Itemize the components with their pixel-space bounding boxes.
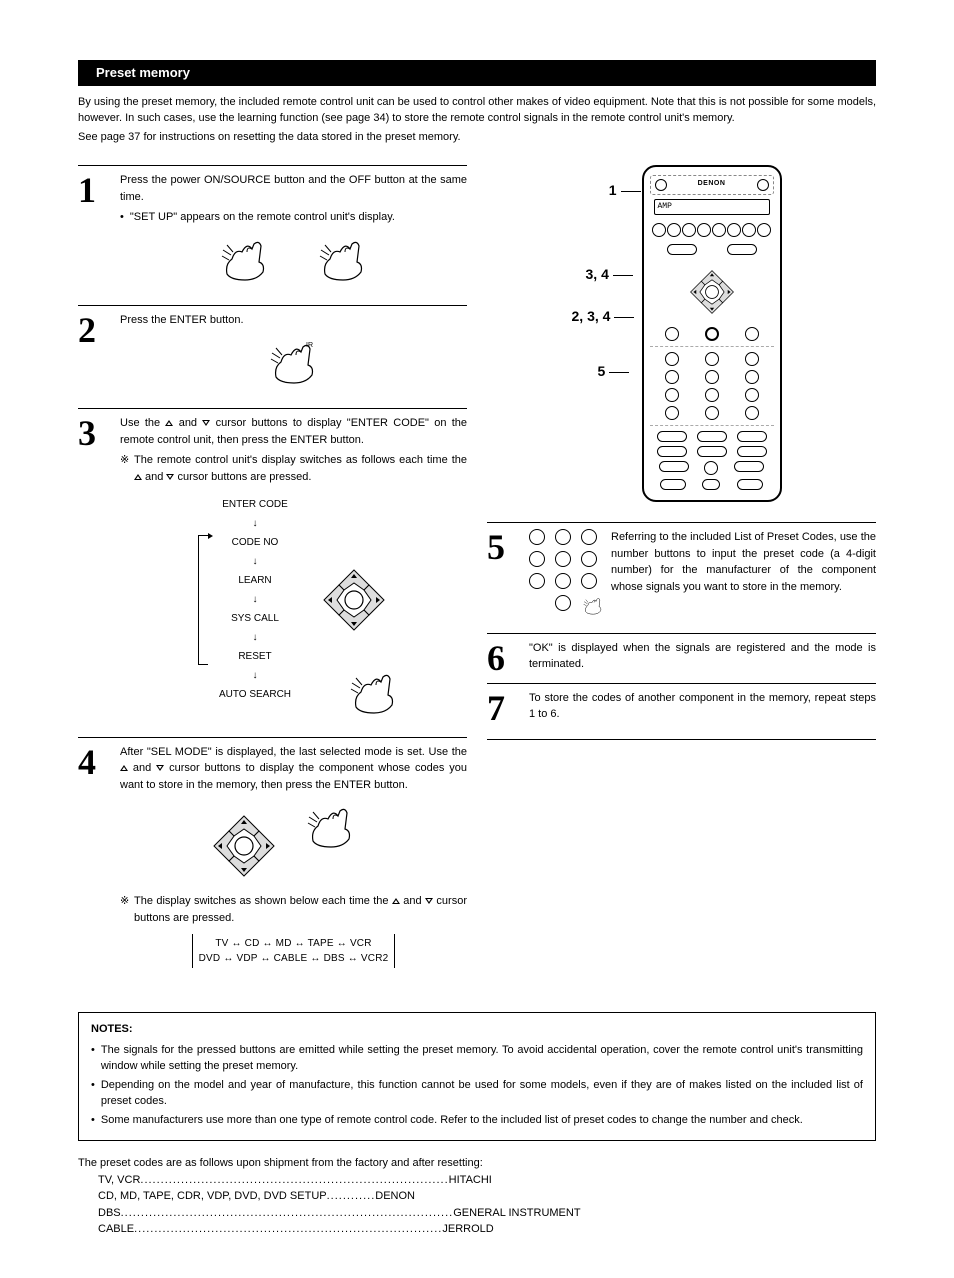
factory-value: GENERAL INSTRUMENT <box>453 1205 580 1222</box>
remote-display: AMP <box>654 199 770 215</box>
note-item: Some manufacturers use more than one typ… <box>101 1112 803 1129</box>
step-3: 3 Use the and cursor buttons to display … <box>78 408 467 731</box>
factory-row: CD, MD, TAPE, CDR, VDP, DVD, DVD SETUP..… <box>98 1188 876 1205</box>
step-1: 1 Press the power ON/SOURCE button and t… <box>78 165 467 299</box>
step-text: Referring to the included List of Preset… <box>611 529 876 595</box>
factory-value: HITACHI <box>449 1172 492 1189</box>
step-bullet: "SET UP" appears on the remote control u… <box>130 209 395 226</box>
step-number: 6 <box>487 640 529 677</box>
callout-label: 3, 4 <box>586 264 640 285</box>
dpad-illustration <box>319 565 389 635</box>
brand-label: DENON <box>698 179 726 191</box>
triangle-down-icon <box>166 474 174 480</box>
hand-press-illustration <box>120 234 467 288</box>
intro-p2: See page 37 for instructions on resettin… <box>78 129 876 146</box>
note-item: The signals for the pressed buttons are … <box>101 1042 863 1075</box>
intro-p1: By using the preset memory, the included… <box>78 94 876 127</box>
hand-press-illustration: IR <box>120 337 467 391</box>
factory-row: TV, VCR.................................… <box>98 1172 876 1189</box>
triangle-down-icon <box>425 898 433 904</box>
step-number: 5 <box>487 529 529 627</box>
step-text: Use the and cursor buttons to display "E… <box>120 415 467 448</box>
dpad-illustration <box>120 801 467 881</box>
factory-value: JERROLD <box>442 1221 493 1238</box>
factory-value: DENON <box>375 1188 415 1205</box>
step-text: To store the codes of another component … <box>529 690 876 723</box>
callout-label: 2, 3, 4 <box>572 306 640 327</box>
step-text: Press the ENTER button. <box>120 312 467 329</box>
factory-label: CABLE <box>98 1221 134 1238</box>
step-text: After "SEL MODE" is displayed, the last … <box>120 744 467 794</box>
step-number: 7 <box>487 690 529 727</box>
triangle-up-icon <box>120 765 128 771</box>
factory-row: DBS.....................................… <box>98 1205 876 1222</box>
callout-label: 1 <box>609 180 641 201</box>
step-note: ※ The display switches as shown below ea… <box>120 893 467 926</box>
step-number: 1 <box>78 172 120 299</box>
factory-defaults: The preset codes are as follows upon shi… <box>78 1155 876 1238</box>
factory-label: TV, VCR <box>98 1172 140 1189</box>
flow-item: RESET <box>238 651 271 662</box>
section-header: Preset memory <box>78 60 876 86</box>
step-2: 2 Press the ENTER button. IR <box>78 305 467 402</box>
flow-item: SYS CALL <box>231 613 279 624</box>
flow-item: CODE NO <box>232 537 279 548</box>
notes-box: NOTES: The signals for the pressed butto… <box>78 1012 876 1141</box>
intro-text: By using the preset memory, the included… <box>78 94 876 146</box>
factory-label: CD, MD, TAPE, CDR, VDP, DVD, DVD SETUP <box>98 1188 327 1205</box>
step-number: 4 <box>78 744 120 977</box>
numpad-illustration <box>529 529 597 627</box>
triangle-up-icon <box>392 898 400 904</box>
factory-intro: The preset codes are as follows upon shi… <box>78 1155 876 1172</box>
triangle-down-icon <box>156 765 164 771</box>
factory-label: DBS <box>98 1205 121 1222</box>
step-note: ※ The remote control unit's display swit… <box>120 452 467 485</box>
step-number: 2 <box>78 312 120 402</box>
step-text: Press the power ON/SOURCE button and the… <box>120 172 467 205</box>
note-item: Depending on the model and year of manuf… <box>101 1077 863 1110</box>
step-7: 7 To store the codes of another componen… <box>487 683 876 740</box>
step-6: 6 "OK" is displayed when the signals are… <box>487 633 876 677</box>
factory-row: CABLE...................................… <box>98 1221 876 1238</box>
flow-diagram: ENTER CODE ↓ CODE NO ↓ LEARN ↓ SYS CALL … <box>120 495 467 721</box>
mode-cycle-diagram: TV ↔ CD ↔ MD ↔ TAPE ↔ VCR DVD ↔ VDP ↔ CA… <box>192 934 396 968</box>
flow-item: ENTER CODE <box>222 499 288 510</box>
off-button-icon <box>757 179 769 191</box>
flow-item: AUTO SEARCH <box>219 689 291 700</box>
step-number: 3 <box>78 415 120 731</box>
flow-item: LEARN <box>238 575 271 586</box>
step-text: "OK" is displayed when the signals are r… <box>529 640 876 673</box>
callout-label: 5 <box>598 361 640 382</box>
svg-text:IR: IR <box>306 342 313 349</box>
triangle-down-icon <box>202 420 210 426</box>
notes-title: NOTES: <box>91 1021 863 1038</box>
step-4: 4 After "SEL MODE" is displayed, the las… <box>78 737 467 977</box>
triangle-up-icon <box>165 420 173 426</box>
power-button-icon <box>655 179 667 191</box>
triangle-up-icon <box>134 474 142 480</box>
step-5: 5 Referring to the included List of Pres… <box>487 522 876 627</box>
remote-illustration: 1 DENON AMP 3, 4 2, 3, 4 <box>642 165 782 502</box>
